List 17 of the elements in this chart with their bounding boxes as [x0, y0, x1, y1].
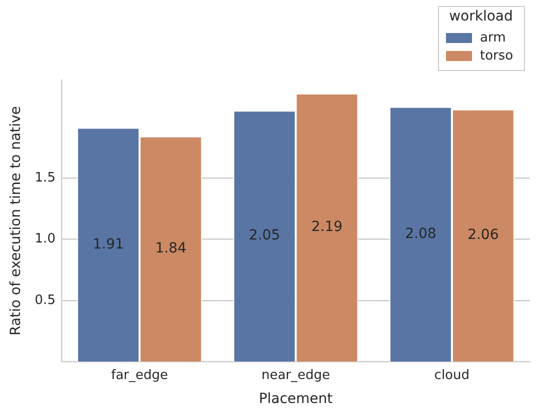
- y-tick-label: 0.5: [34, 292, 56, 308]
- x-tick-label: cloud: [434, 368, 470, 383]
- y-axis-title: Ratio of execution time to native: [8, 106, 24, 336]
- data-label: 2.05: [248, 228, 280, 244]
- y-tick-label: 1.5: [34, 170, 56, 186]
- y-tick-label: 1.0: [34, 232, 56, 247]
- x-tick-label: far_edge: [111, 368, 168, 383]
- legend-label: arm: [480, 30, 506, 46]
- data-label: 2.06: [468, 227, 499, 244]
- legend-label: torso: [480, 48, 514, 64]
- data-label: 1.84: [155, 240, 186, 257]
- data-label: 2.19: [311, 219, 343, 236]
- data-label: 1.91: [92, 236, 124, 252]
- x-tick-label: near_edge: [261, 368, 330, 383]
- data-label: 2.08: [405, 226, 436, 242]
- legend-title: workload: [449, 8, 513, 25]
- x-axis-title: Placement: [258, 391, 334, 408]
